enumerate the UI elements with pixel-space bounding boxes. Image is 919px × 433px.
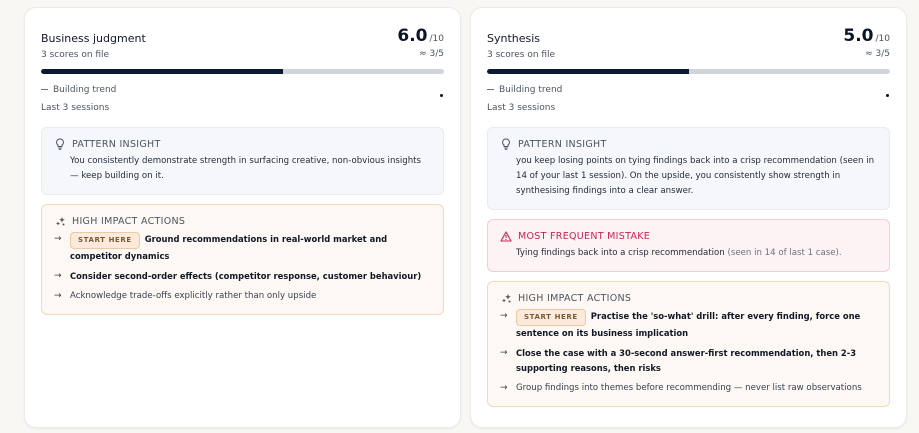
pattern-insight-panel: PATTERN INSIGHT you keep losing points o… xyxy=(487,127,890,210)
trend-row: Building trend Last 3 sessions xyxy=(41,85,444,113)
progress-bar xyxy=(487,69,890,74)
score-out-of: /10 xyxy=(875,34,890,44)
progress-bar xyxy=(41,69,444,74)
arrow-right-icon: → xyxy=(54,271,62,281)
lightbulb-icon xyxy=(500,138,512,150)
score-approx: ≈ 3/5 xyxy=(419,49,444,59)
card-header: Business judgment 3 scores on file 6.0/1… xyxy=(41,24,444,60)
actions-list: → START HERE Practise the 'so-what' drill… xyxy=(500,309,877,396)
sparkline-dot xyxy=(886,94,889,97)
mistake-text: Tying findings back into a crisp recomme… xyxy=(516,248,842,258)
scores-on-file: 3 scores on file xyxy=(41,50,110,60)
score-value: 6.0/10 xyxy=(397,26,444,46)
most-frequent-mistake-panel: MOST FREQUENT MISTAKE Tying findings bac… xyxy=(487,219,890,272)
action-item: → START HERE Practise the 'so-what' drill… xyxy=(500,309,861,338)
insight-text: You consistently demonstrate strength in… xyxy=(70,156,422,181)
action-item: → Consider second-order effects (competi… xyxy=(54,269,431,284)
skill-title: Synthesis xyxy=(487,32,541,45)
score-block: 6.0/10 ≈ 3/5 xyxy=(397,26,444,59)
score-out-of: /10 xyxy=(429,34,444,44)
pattern-insight-panel: PATTERN INSIGHT You consistently demonst… xyxy=(41,127,444,195)
action-item: → Acknowledge trade-offs explicitly rath… xyxy=(54,289,431,304)
actions-list: → START HERE Ground recommendations in re… xyxy=(54,232,431,304)
warning-triangle-icon xyxy=(500,230,512,242)
action-item: → Close the case with a 30-second answer… xyxy=(500,348,857,373)
skill-card-business-judgment: Business judgment 3 scores on file 6.0/1… xyxy=(24,7,461,428)
sessions-label: Last 3 sessions xyxy=(487,103,556,113)
progress-fill xyxy=(487,69,689,74)
arrow-right-icon: → xyxy=(500,311,508,321)
action-item: → START HERE Ground recommendations in re… xyxy=(54,232,388,261)
skill-title: Business judgment xyxy=(41,32,146,45)
trend-label: Building trend xyxy=(487,85,562,95)
scores-on-file: 3 scores on file xyxy=(487,50,556,60)
trend-row: Building trend Last 3 sessions xyxy=(487,85,890,113)
sparkles-icon xyxy=(500,292,512,304)
mistake-frequency: (seen in 14 of last 1 case). xyxy=(727,248,842,258)
arrow-right-icon: → xyxy=(500,383,508,393)
progress-fill xyxy=(41,69,283,74)
card-header: Synthesis 3 scores on file 5.0/10 ≈ 3/5 xyxy=(487,24,890,60)
action-item: → Group findings into themes before reco… xyxy=(500,381,877,396)
sparkles-icon xyxy=(54,215,66,227)
score-approx: ≈ 3/5 xyxy=(865,49,890,59)
score-value: 5.0/10 xyxy=(843,26,890,46)
start-here-badge: START HERE xyxy=(516,309,586,326)
high-impact-actions-panel: HIGH IMPACT ACTIONS → START HERE Ground r… xyxy=(41,204,444,315)
sparkline-dot xyxy=(440,94,443,97)
arrow-right-icon: → xyxy=(54,291,62,301)
lightbulb-icon xyxy=(54,138,66,150)
skill-card-synthesis: Synthesis 3 scores on file 5.0/10 ≈ 3/5 … xyxy=(470,7,907,428)
sessions-label: Last 3 sessions xyxy=(41,103,110,113)
insight-text: you keep losing points on tying findings… xyxy=(516,156,875,196)
panel-heading: MOST FREQUENT MISTAKE xyxy=(500,230,877,242)
dash-icon xyxy=(487,89,494,90)
panel-heading: HIGH IMPACT ACTIONS xyxy=(500,292,877,304)
arrow-right-icon: → xyxy=(54,234,62,244)
trend-label: Building trend xyxy=(41,85,116,95)
start-here-badge: START HERE xyxy=(70,232,140,249)
score-block: 5.0/10 ≈ 3/5 xyxy=(843,26,890,59)
panel-heading: PATTERN INSIGHT xyxy=(500,138,877,150)
high-impact-actions-panel: HIGH IMPACT ACTIONS → START HERE Practise… xyxy=(487,281,890,407)
panel-heading: PATTERN INSIGHT xyxy=(54,138,431,150)
arrow-right-icon: → xyxy=(500,348,508,358)
dash-icon xyxy=(41,89,48,90)
panel-heading: HIGH IMPACT ACTIONS xyxy=(54,215,431,227)
